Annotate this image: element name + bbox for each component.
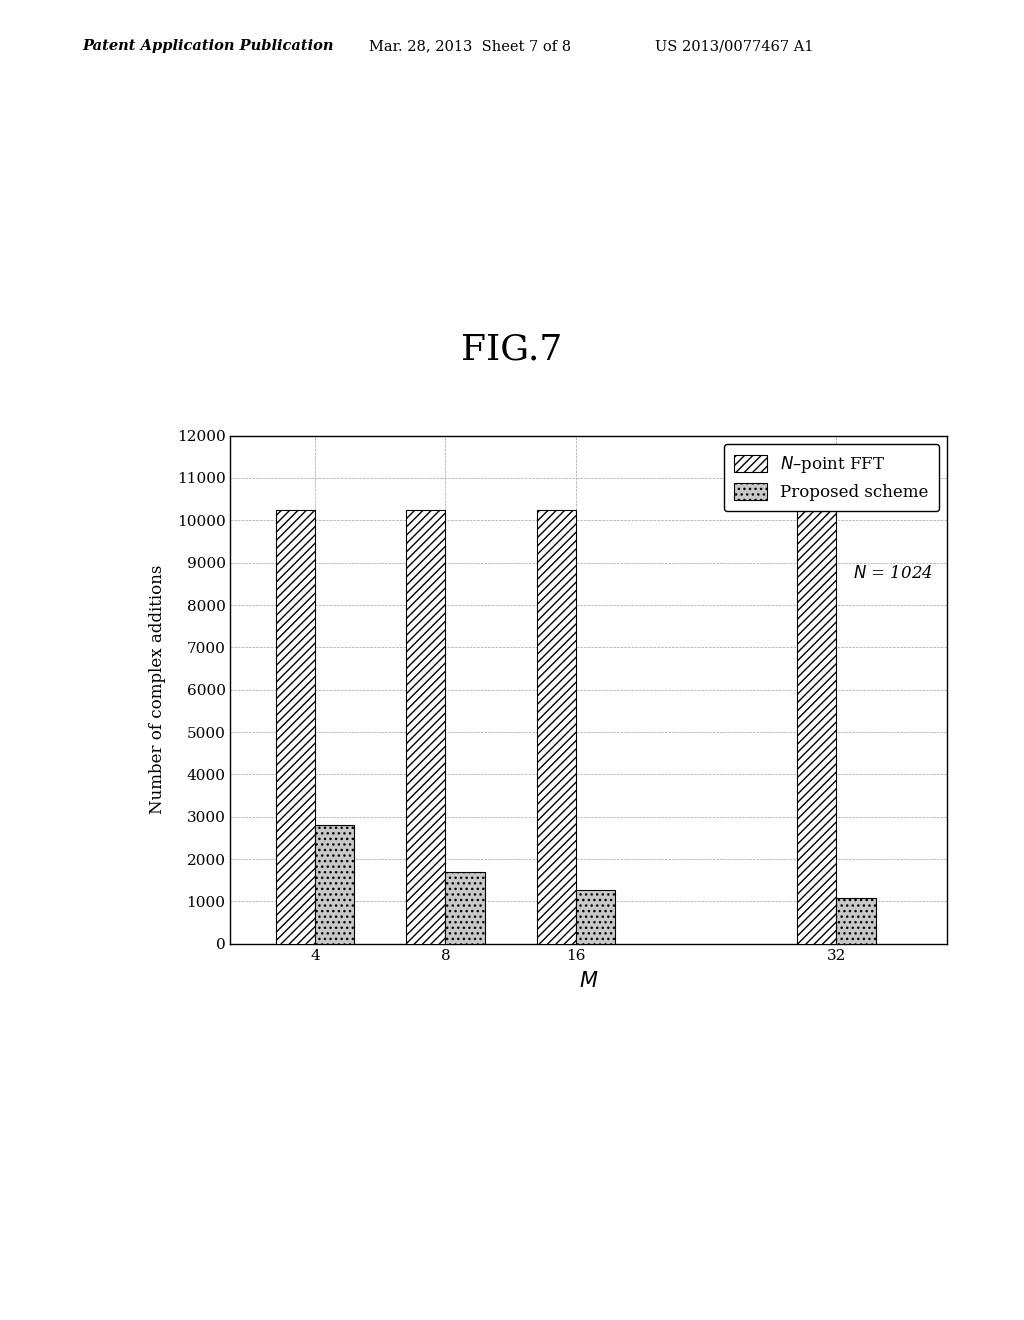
Text: Mar. 28, 2013  Sheet 7 of 8: Mar. 28, 2013 Sheet 7 of 8 — [369, 40, 570, 53]
Bar — [837, 898, 876, 944]
Text: US 2013/0077467 A1: US 2013/0077467 A1 — [655, 40, 814, 53]
Text: $N$ = 1024: $N$ = 1024 — [853, 565, 933, 582]
Text: Patent Application Publication: Patent Application Publication — [82, 40, 334, 53]
Bar — [575, 890, 614, 944]
Bar — [276, 510, 315, 944]
Legend: $N$–point FFT, Proposed scheme: $N$–point FFT, Proposed scheme — [724, 444, 939, 511]
Bar — [315, 825, 354, 944]
Y-axis label: Number of complex additions: Number of complex additions — [148, 565, 166, 814]
X-axis label: $M$: $M$ — [580, 972, 598, 991]
Bar — [798, 510, 837, 944]
Bar — [407, 510, 445, 944]
Text: FIG.7: FIG.7 — [462, 333, 562, 366]
Bar — [445, 871, 484, 944]
Bar — [537, 510, 575, 944]
